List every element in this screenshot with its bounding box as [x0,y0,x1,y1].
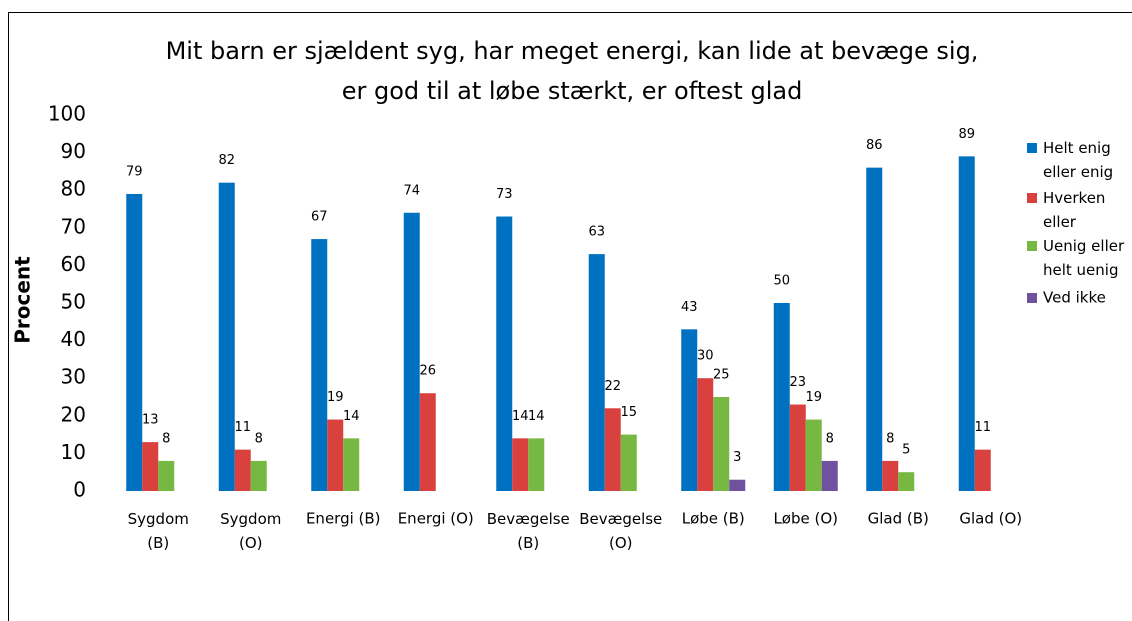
value-label: 26 [419,364,436,379]
bar [604,408,621,491]
legend-swatch [1027,143,1037,153]
value-label: 73 [496,187,513,202]
bar [821,460,838,491]
value-label: 79 [126,164,143,179]
bar [403,212,420,491]
bar [697,378,714,491]
bar [620,434,637,491]
bar [898,472,915,491]
value-label: 15 [620,405,637,420]
x-tick-label: Sygdom (O) [220,510,281,552]
value-label: 3 [733,450,741,465]
bar [158,460,175,491]
bar [419,393,436,491]
y-tick-label: 30 [61,365,86,389]
x-tick-label: Løbe (B) [682,510,745,528]
value-label: 14 [512,409,529,424]
x-tick-label: Sygdom (B) [128,510,189,552]
y-tick-label: 50 [61,290,86,314]
chart-title: Mit barn er sjældent syg, har meget ener… [166,37,979,105]
bar [496,216,513,491]
bar [343,438,360,491]
value-label: 19 [805,390,822,405]
legend-swatch [1027,293,1037,303]
bar [234,449,251,491]
value-label: 25 [713,368,730,383]
legend-label: Ved ikke [1043,289,1106,307]
value-label: 11 [234,420,251,435]
value-label: 23 [789,375,806,390]
legend-label: Uenig eller helt uenig [1043,237,1125,279]
bar [729,479,746,491]
bar [681,329,698,491]
value-label: 89 [958,127,975,142]
value-label: 82 [218,153,235,168]
value-label: 30 [697,349,714,364]
value-label: 11 [974,420,991,435]
bar [974,449,991,491]
value-label: 5 [902,443,910,458]
bar [958,156,975,492]
bar [218,182,235,491]
bar [713,397,730,491]
y-tick-label: 60 [61,252,86,276]
legend-label: Helt enig eller enig [1043,139,1113,181]
bar [311,239,328,491]
value-label: 22 [604,379,621,394]
value-label: 14 [343,409,360,424]
bar [805,419,822,491]
value-label: 74 [403,183,420,198]
y-tick-label: 100 [48,102,86,126]
value-label: 14 [528,409,545,424]
y-tick-label: 70 [61,214,86,238]
value-label: 43 [681,300,698,315]
bar [142,442,159,491]
legend-label: Hverken eller [1043,189,1105,231]
bar [866,167,883,491]
x-tick-label: Bevægelse (B) [487,510,570,552]
x-tick-label: Løbe (O) [773,510,838,528]
bar [882,460,899,491]
bar [126,193,143,491]
bar [512,438,529,491]
value-label: 8 [162,431,170,446]
value-label: 8 [886,431,894,446]
value-label: 50 [773,274,790,289]
x-tick-label: Glad (B) [868,510,929,528]
bar [588,254,605,491]
y-tick-label: 20 [61,402,86,426]
bar [327,419,344,491]
value-label: 67 [311,210,328,225]
x-tick-label: Energi (O) [398,510,474,528]
value-label: 63 [588,225,605,240]
y-tick-label: 90 [61,139,86,163]
bar [773,303,790,491]
y-tick-label: 40 [61,327,86,351]
value-label: 86 [866,138,883,153]
x-tick-label: Glad (O) [959,510,1022,528]
bar [250,460,267,491]
frame [8,12,1132,621]
legend-swatch [1027,193,1037,203]
value-label: 13 [142,413,159,428]
value-label: 8 [826,431,834,446]
value-label: 8 [255,431,263,446]
y-tick-label: 80 [61,177,86,201]
value-label: 19 [327,390,344,405]
bar [528,438,545,491]
bar [789,404,806,491]
y-axis-label: Procent [11,256,35,344]
y-tick-label: 0 [73,478,86,502]
x-tick-label: Energi (B) [306,510,381,528]
y-tick-label: 10 [61,440,86,464]
x-tick-label: Bevægelse (O) [579,510,662,552]
legend-swatch [1027,241,1037,251]
